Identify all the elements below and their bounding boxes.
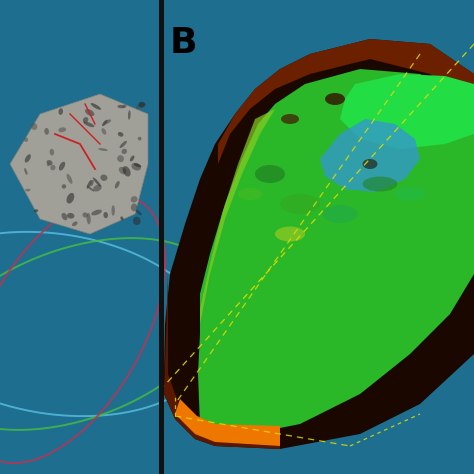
Ellipse shape [58, 128, 66, 132]
Ellipse shape [281, 114, 299, 124]
Ellipse shape [130, 155, 135, 162]
Ellipse shape [62, 184, 66, 189]
Ellipse shape [34, 209, 38, 212]
Ellipse shape [98, 148, 108, 151]
Polygon shape [200, 109, 275, 324]
Polygon shape [10, 94, 148, 234]
Ellipse shape [91, 103, 101, 110]
Ellipse shape [133, 217, 141, 225]
Ellipse shape [237, 188, 263, 200]
Ellipse shape [119, 167, 126, 174]
Ellipse shape [128, 110, 131, 120]
Ellipse shape [46, 160, 53, 165]
Polygon shape [320, 119, 420, 192]
Ellipse shape [59, 162, 65, 171]
Polygon shape [164, 39, 474, 449]
Ellipse shape [119, 141, 127, 148]
Ellipse shape [123, 166, 131, 176]
Ellipse shape [72, 221, 78, 226]
Ellipse shape [87, 185, 94, 191]
Ellipse shape [90, 180, 94, 186]
Ellipse shape [131, 196, 137, 202]
Polygon shape [164, 134, 280, 449]
Ellipse shape [91, 210, 102, 215]
Ellipse shape [102, 120, 108, 126]
Ellipse shape [322, 205, 357, 223]
Ellipse shape [118, 132, 123, 137]
Ellipse shape [47, 163, 50, 166]
Ellipse shape [363, 176, 398, 191]
Ellipse shape [50, 149, 54, 155]
Ellipse shape [395, 187, 425, 201]
Polygon shape [175, 399, 280, 446]
Ellipse shape [31, 123, 37, 130]
Ellipse shape [138, 102, 145, 107]
Ellipse shape [67, 213, 74, 219]
Ellipse shape [131, 203, 137, 211]
Ellipse shape [118, 105, 125, 109]
Ellipse shape [66, 193, 74, 203]
Ellipse shape [62, 213, 67, 220]
Ellipse shape [82, 212, 88, 218]
Ellipse shape [24, 168, 27, 175]
Ellipse shape [122, 104, 127, 108]
Ellipse shape [138, 137, 141, 140]
Ellipse shape [363, 159, 377, 169]
Ellipse shape [120, 217, 124, 220]
Ellipse shape [255, 165, 285, 183]
Ellipse shape [131, 163, 141, 171]
Ellipse shape [103, 119, 111, 124]
Ellipse shape [136, 210, 142, 215]
Ellipse shape [115, 181, 119, 189]
Bar [159, 0, 164, 474]
Ellipse shape [280, 194, 320, 214]
Polygon shape [218, 39, 474, 164]
Ellipse shape [25, 189, 31, 191]
Ellipse shape [100, 174, 108, 181]
Text: B: B [170, 26, 198, 60]
Ellipse shape [24, 137, 28, 142]
Ellipse shape [93, 177, 101, 186]
Ellipse shape [122, 149, 127, 154]
Ellipse shape [93, 184, 102, 191]
Ellipse shape [134, 164, 141, 167]
Ellipse shape [136, 103, 146, 109]
Bar [162, 0, 474, 474]
Bar [0, 0, 159, 474]
Ellipse shape [85, 109, 94, 116]
Ellipse shape [111, 205, 115, 216]
Ellipse shape [103, 212, 108, 218]
Ellipse shape [83, 117, 88, 123]
Ellipse shape [117, 155, 124, 162]
Ellipse shape [87, 180, 91, 189]
Ellipse shape [66, 174, 73, 184]
Ellipse shape [325, 93, 345, 105]
Ellipse shape [50, 165, 55, 170]
Ellipse shape [87, 213, 91, 224]
Ellipse shape [101, 128, 106, 135]
Ellipse shape [83, 122, 94, 127]
Ellipse shape [45, 128, 49, 135]
Ellipse shape [275, 227, 305, 241]
Ellipse shape [25, 154, 31, 163]
Polygon shape [198, 69, 474, 434]
Ellipse shape [58, 108, 63, 115]
Polygon shape [340, 74, 474, 149]
